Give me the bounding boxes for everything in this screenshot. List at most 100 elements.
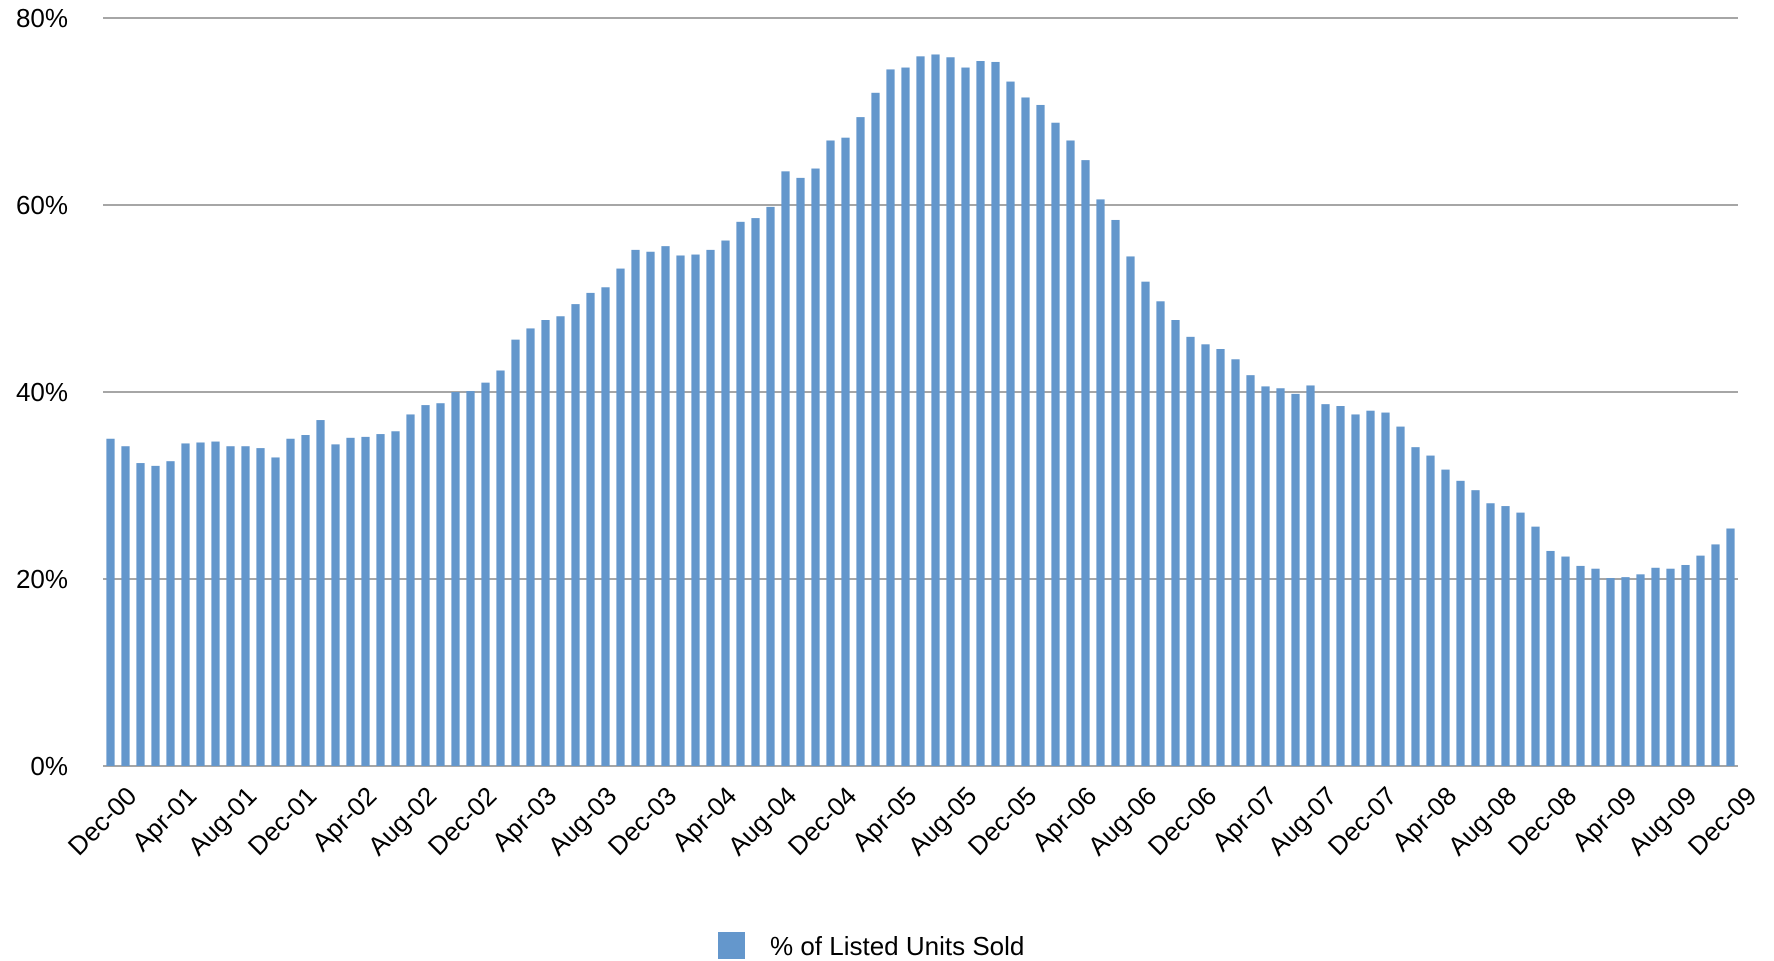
bar xyxy=(301,435,310,766)
bar xyxy=(841,137,850,766)
bar xyxy=(646,251,655,766)
bars xyxy=(106,54,1735,767)
bar xyxy=(1156,301,1165,766)
bar xyxy=(991,61,1000,766)
bar xyxy=(1336,406,1345,766)
bar xyxy=(556,316,565,766)
bar xyxy=(1396,426,1405,766)
bar xyxy=(376,434,385,766)
bar xyxy=(106,438,115,766)
bar xyxy=(1561,556,1570,766)
bar xyxy=(211,441,220,766)
x-tick-label: Dec-05 xyxy=(962,781,1042,861)
bar xyxy=(1036,104,1045,766)
bar xyxy=(1381,412,1390,766)
x-tick-label: Dec-01 xyxy=(242,781,322,861)
bar xyxy=(1306,385,1315,766)
bar xyxy=(1516,512,1525,766)
bar xyxy=(1471,490,1480,766)
bar xyxy=(1261,386,1270,766)
bar xyxy=(256,448,265,766)
bar xyxy=(1021,97,1030,767)
bar xyxy=(1546,550,1555,766)
bar xyxy=(121,446,130,766)
bar xyxy=(916,56,925,766)
bar xyxy=(751,218,760,767)
bar xyxy=(1621,577,1630,766)
bar xyxy=(151,465,160,766)
bar xyxy=(1051,122,1060,767)
bar xyxy=(1441,469,1450,766)
bar xyxy=(661,246,670,766)
bar xyxy=(571,304,580,766)
bar xyxy=(406,414,415,766)
bar xyxy=(1591,568,1600,766)
bar xyxy=(736,221,745,766)
bar xyxy=(1126,256,1135,766)
x-tick-label: Dec-08 xyxy=(1502,781,1582,861)
bar xyxy=(391,431,400,766)
bar xyxy=(316,420,325,766)
bar xyxy=(1186,336,1195,766)
bar xyxy=(1666,568,1675,766)
bar xyxy=(1681,564,1690,766)
bar xyxy=(346,437,355,766)
bar xyxy=(1696,555,1705,767)
bar xyxy=(1066,140,1075,767)
y-tick-label: 40% xyxy=(16,377,68,407)
bar xyxy=(1711,544,1720,766)
bar xyxy=(796,177,805,766)
bar xyxy=(1411,447,1420,766)
bar xyxy=(421,405,430,766)
bar xyxy=(286,438,295,766)
bar xyxy=(1351,414,1360,766)
bar xyxy=(1141,281,1150,766)
y-tick-label: 0% xyxy=(30,751,68,781)
legend-swatch xyxy=(718,932,745,959)
x-tick-label: Dec-07 xyxy=(1322,781,1402,861)
bar xyxy=(1111,219,1120,766)
bar xyxy=(526,328,535,766)
bar xyxy=(1291,393,1300,766)
bar xyxy=(1246,375,1255,766)
bar xyxy=(1531,526,1540,766)
bar xyxy=(781,171,790,767)
bar xyxy=(1276,388,1285,766)
bar xyxy=(436,403,445,766)
bar xyxy=(181,443,190,766)
bar xyxy=(226,446,235,766)
bar xyxy=(1486,503,1495,766)
y-tick-label: 80% xyxy=(16,3,68,33)
bar xyxy=(766,206,775,766)
y-axis-tick-labels: 0% 20% 40% 60% 80% xyxy=(16,3,68,781)
bar xyxy=(586,292,595,766)
x-tick-label: Dec-03 xyxy=(602,781,682,861)
y-tick-label: 60% xyxy=(16,190,68,220)
bar xyxy=(1636,574,1645,766)
bar xyxy=(811,168,820,767)
bar xyxy=(976,61,985,766)
bar xyxy=(1201,344,1210,766)
bar xyxy=(1501,506,1510,766)
bar xyxy=(1081,160,1090,766)
bar xyxy=(481,382,490,766)
bar xyxy=(1606,578,1615,766)
bar xyxy=(511,339,520,766)
bar xyxy=(1171,320,1180,766)
bar xyxy=(946,57,955,766)
bar xyxy=(166,461,175,766)
bar xyxy=(136,463,145,766)
bar xyxy=(451,392,460,766)
bar xyxy=(466,391,475,766)
x-axis-tick-labels: Dec-00Apr-01Aug-01Dec-01Apr-02Aug-02Dec-… xyxy=(62,781,1762,861)
bar xyxy=(1651,567,1660,766)
bar xyxy=(721,240,730,766)
y-tick-label: 20% xyxy=(16,564,68,594)
bar xyxy=(601,287,610,766)
bar xyxy=(856,117,865,767)
bar xyxy=(331,444,340,766)
x-tick-label: Dec-06 xyxy=(1142,781,1222,861)
bar xyxy=(1321,404,1330,766)
